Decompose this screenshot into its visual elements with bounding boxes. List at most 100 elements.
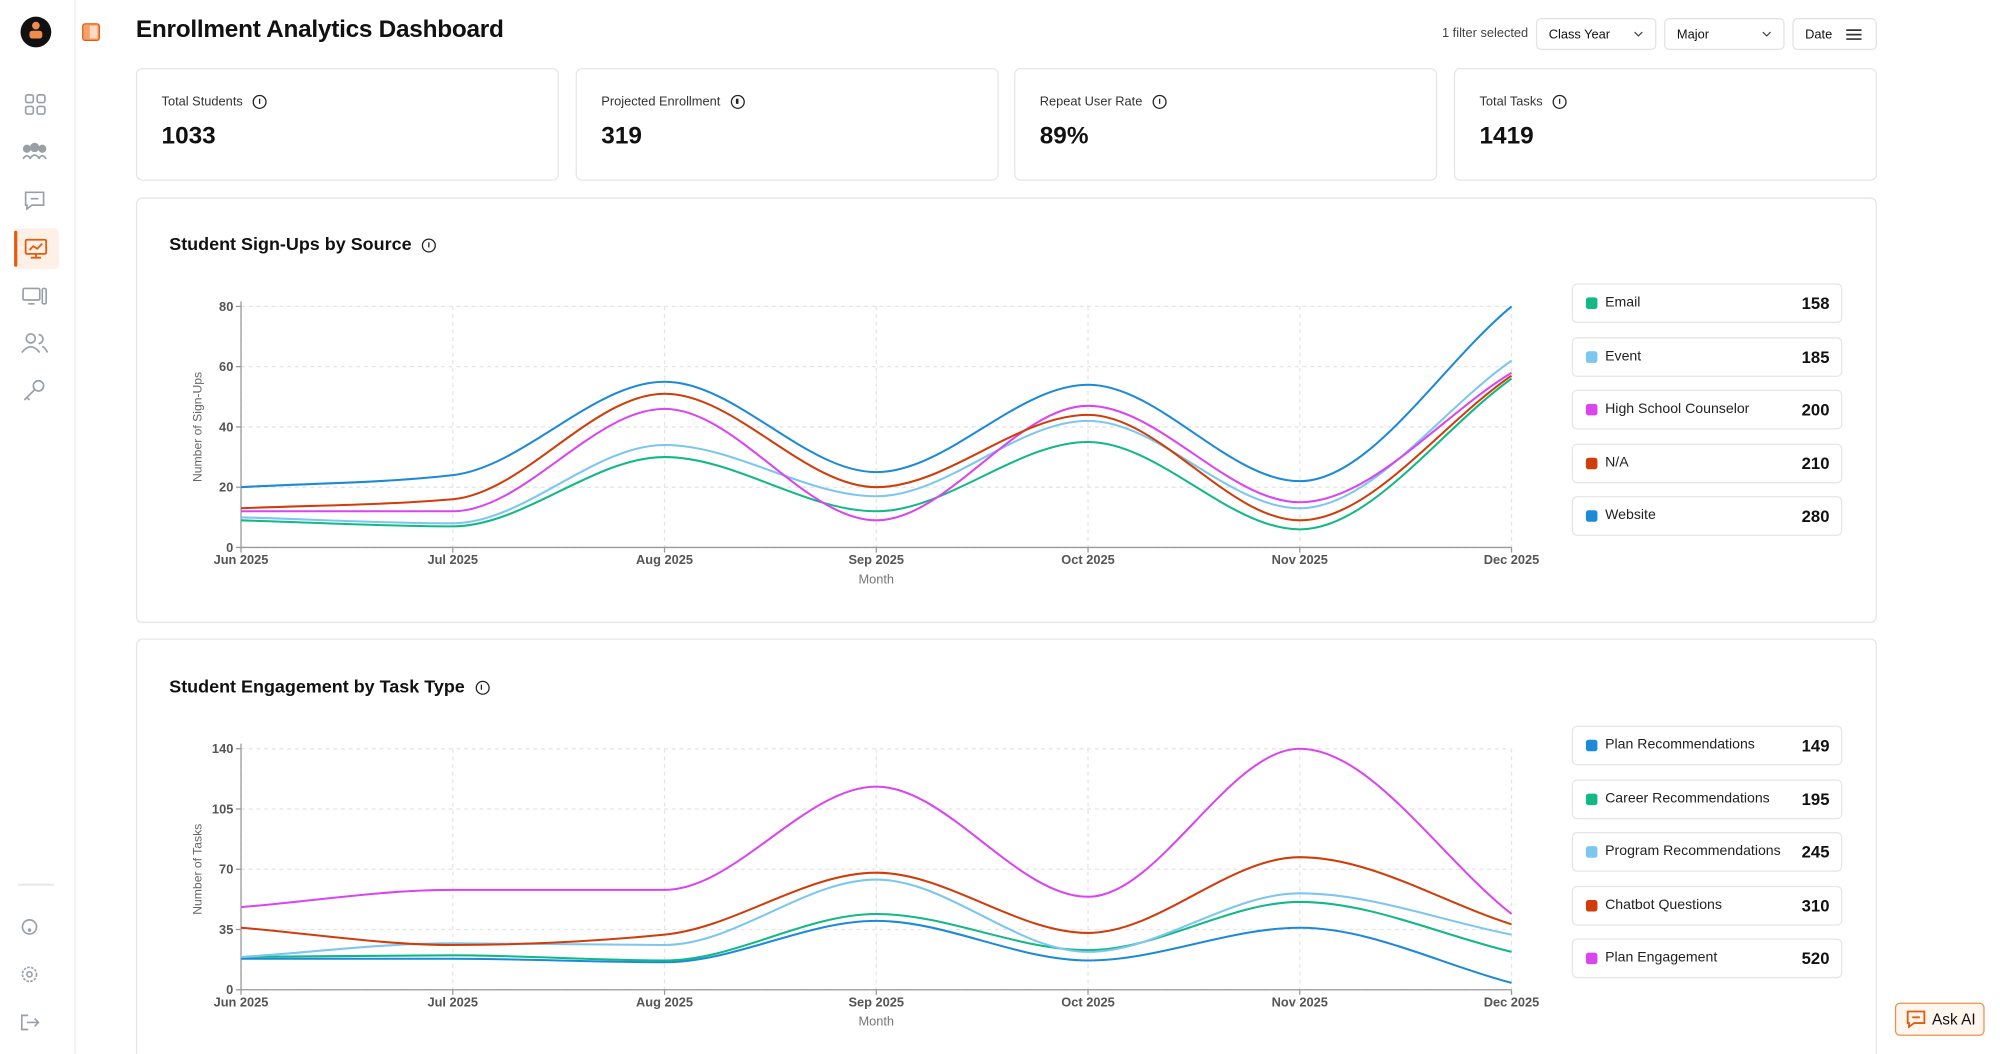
nav-users[interactable] bbox=[21, 333, 49, 354]
filter-label: Date bbox=[1805, 28, 1833, 43]
filter-dropdown[interactable]: Major bbox=[1664, 17, 1785, 50]
legend-item[interactable]: Chatbot Questions 310 bbox=[1571, 885, 1843, 926]
legend-total: 149 bbox=[1801, 735, 1830, 756]
nav-help[interactable] bbox=[21, 919, 38, 935]
kpi-card: Projected Enrollment 319 bbox=[575, 67, 999, 181]
legend-item[interactable]: Program Recommendations 245 bbox=[1571, 832, 1843, 873]
nav-analytics[interactable] bbox=[24, 238, 48, 259]
chart-card bbox=[135, 638, 1877, 1054]
series-line bbox=[240, 878, 1512, 959]
legend-total: 210 bbox=[1801, 453, 1830, 473]
legend-item[interactable]: Plan Engagement 520 bbox=[1571, 938, 1843, 979]
chart-title-row: Student Sign-Ups by Source bbox=[169, 233, 436, 254]
legend-swatch bbox=[1585, 297, 1598, 309]
legend-label: Career Recommendations bbox=[1605, 790, 1770, 806]
info-icon[interactable] bbox=[730, 94, 745, 109]
kpi-label-row: Projected Enrollment bbox=[601, 94, 745, 110]
y-tick-label: 60 bbox=[219, 359, 233, 374]
nav-dashboard[interactable] bbox=[24, 94, 46, 115]
legend-total: 280 bbox=[1801, 506, 1830, 527]
nav-computers[interactable] bbox=[22, 287, 47, 305]
x-tick-label: Jul 2025 bbox=[427, 994, 478, 1009]
legend-total: 200 bbox=[1801, 400, 1830, 420]
legend-label: Website bbox=[1605, 508, 1656, 524]
filter-dropdown[interactable]: Date bbox=[1792, 17, 1877, 50]
page-title: Enrollment Analytics Dashboard bbox=[135, 16, 504, 44]
legend-item[interactable]: High School Counselor 200 bbox=[1571, 389, 1843, 430]
legend-swatch bbox=[1585, 953, 1598, 965]
x-tick-label: Dec 2025 bbox=[1484, 552, 1540, 567]
series-line bbox=[240, 359, 1513, 525]
legend-total: 310 bbox=[1801, 895, 1830, 916]
x-tick-label: Oct 2025 bbox=[1061, 994, 1114, 1009]
y-tick-label: 80 bbox=[219, 299, 233, 314]
x-tick-label: Dec 2025 bbox=[1484, 994, 1540, 1009]
nav-settings[interactable] bbox=[21, 966, 38, 983]
info-icon[interactable] bbox=[421, 238, 436, 253]
series-line bbox=[240, 747, 1513, 915]
legend-swatch bbox=[1585, 350, 1598, 363]
kpi-card: Total Students 1033 bbox=[135, 67, 559, 181]
legend-swatch bbox=[1585, 846, 1598, 858]
kpi-value: 1033 bbox=[161, 123, 216, 150]
kpi-value: 1419 bbox=[1479, 123, 1534, 150]
x-tick-label: Jun 2025 bbox=[214, 994, 269, 1009]
x-tick-label: Aug 2025 bbox=[636, 552, 693, 567]
chart-title: Student Engagement by Task Type bbox=[169, 675, 465, 697]
legend-item[interactable]: N/A 210 bbox=[1571, 443, 1843, 484]
y-tick-label: 40 bbox=[219, 419, 233, 434]
y-tick-label: 70 bbox=[219, 862, 233, 877]
kpi-card: Total Tasks 1419 bbox=[1453, 67, 1877, 181]
legend-total: 158 bbox=[1801, 293, 1830, 313]
x-tick-label: Jul 2025 bbox=[427, 552, 478, 567]
filter-label: Major bbox=[1676, 28, 1709, 43]
y-tick-label: 0 bbox=[226, 982, 233, 997]
legend-swatch bbox=[1585, 510, 1598, 523]
nav-keys[interactable] bbox=[23, 379, 45, 401]
series-line bbox=[240, 374, 1513, 522]
y-tick-label: 140 bbox=[212, 741, 233, 756]
series-line bbox=[241, 919, 1512, 984]
legend-item[interactable]: Event 185 bbox=[1571, 336, 1843, 377]
filter-dropdown[interactable]: Class Year bbox=[1535, 17, 1657, 50]
series-line bbox=[241, 900, 1512, 962]
info-icon[interactable] bbox=[253, 94, 268, 109]
y-tick-label: 20 bbox=[219, 480, 233, 495]
legend-label: N/A bbox=[1605, 454, 1629, 471]
nav-messages[interactable] bbox=[24, 191, 45, 211]
legend-swatch bbox=[1585, 457, 1598, 469]
nav-groups[interactable] bbox=[22, 142, 47, 160]
legend-item[interactable]: Plan Recommendations 149 bbox=[1571, 725, 1843, 766]
kpi-value: 89% bbox=[1039, 123, 1089, 150]
nav-logout[interactable] bbox=[20, 1014, 40, 1031]
chart-title: Student Sign-Ups by Source bbox=[169, 233, 412, 254]
info-icon[interactable] bbox=[475, 680, 490, 695]
x-tick-label: Sep 2025 bbox=[848, 994, 904, 1009]
x-tick-label: Oct 2025 bbox=[1061, 552, 1114, 567]
info-icon[interactable] bbox=[1552, 94, 1568, 109]
legend-label: Email bbox=[1605, 294, 1641, 311]
kpi-label: Total Students bbox=[161, 95, 243, 110]
legend-label: High School Counselor bbox=[1605, 401, 1750, 417]
legend-item[interactable]: Email 158 bbox=[1571, 283, 1843, 324]
legend-item[interactable]: Career Recommendations 195 bbox=[1571, 778, 1843, 819]
kpi-label: Projected Enrollment bbox=[601, 95, 721, 110]
info-icon[interactable] bbox=[1152, 94, 1167, 109]
sidebar bbox=[0, 0, 76, 1054]
y-tick-label: 35 bbox=[219, 922, 233, 937]
y-axis-label: Number of Sign-Ups bbox=[190, 372, 204, 482]
legend-label: Plan Recommendations bbox=[1605, 737, 1755, 753]
filter-status: 1 filter selected bbox=[1441, 26, 1529, 42]
kpi-card: Repeat User Rate 89% bbox=[1014, 67, 1438, 181]
legend-label: Program Recommendations bbox=[1605, 843, 1781, 860]
ask-ai-button[interactable]: Ask AI bbox=[1894, 1002, 1985, 1036]
legend-total: 245 bbox=[1801, 842, 1830, 862]
ask-ai-label: Ask AI bbox=[1932, 1010, 1976, 1029]
panel-toggle[interactable] bbox=[82, 23, 100, 42]
series-line bbox=[241, 371, 1513, 522]
sidebar-icons bbox=[14, 16, 59, 1031]
legend-swatch bbox=[1585, 739, 1598, 752]
y-tick-label: 0 bbox=[226, 540, 233, 555]
legend-item[interactable]: Website 280 bbox=[1571, 496, 1843, 537]
